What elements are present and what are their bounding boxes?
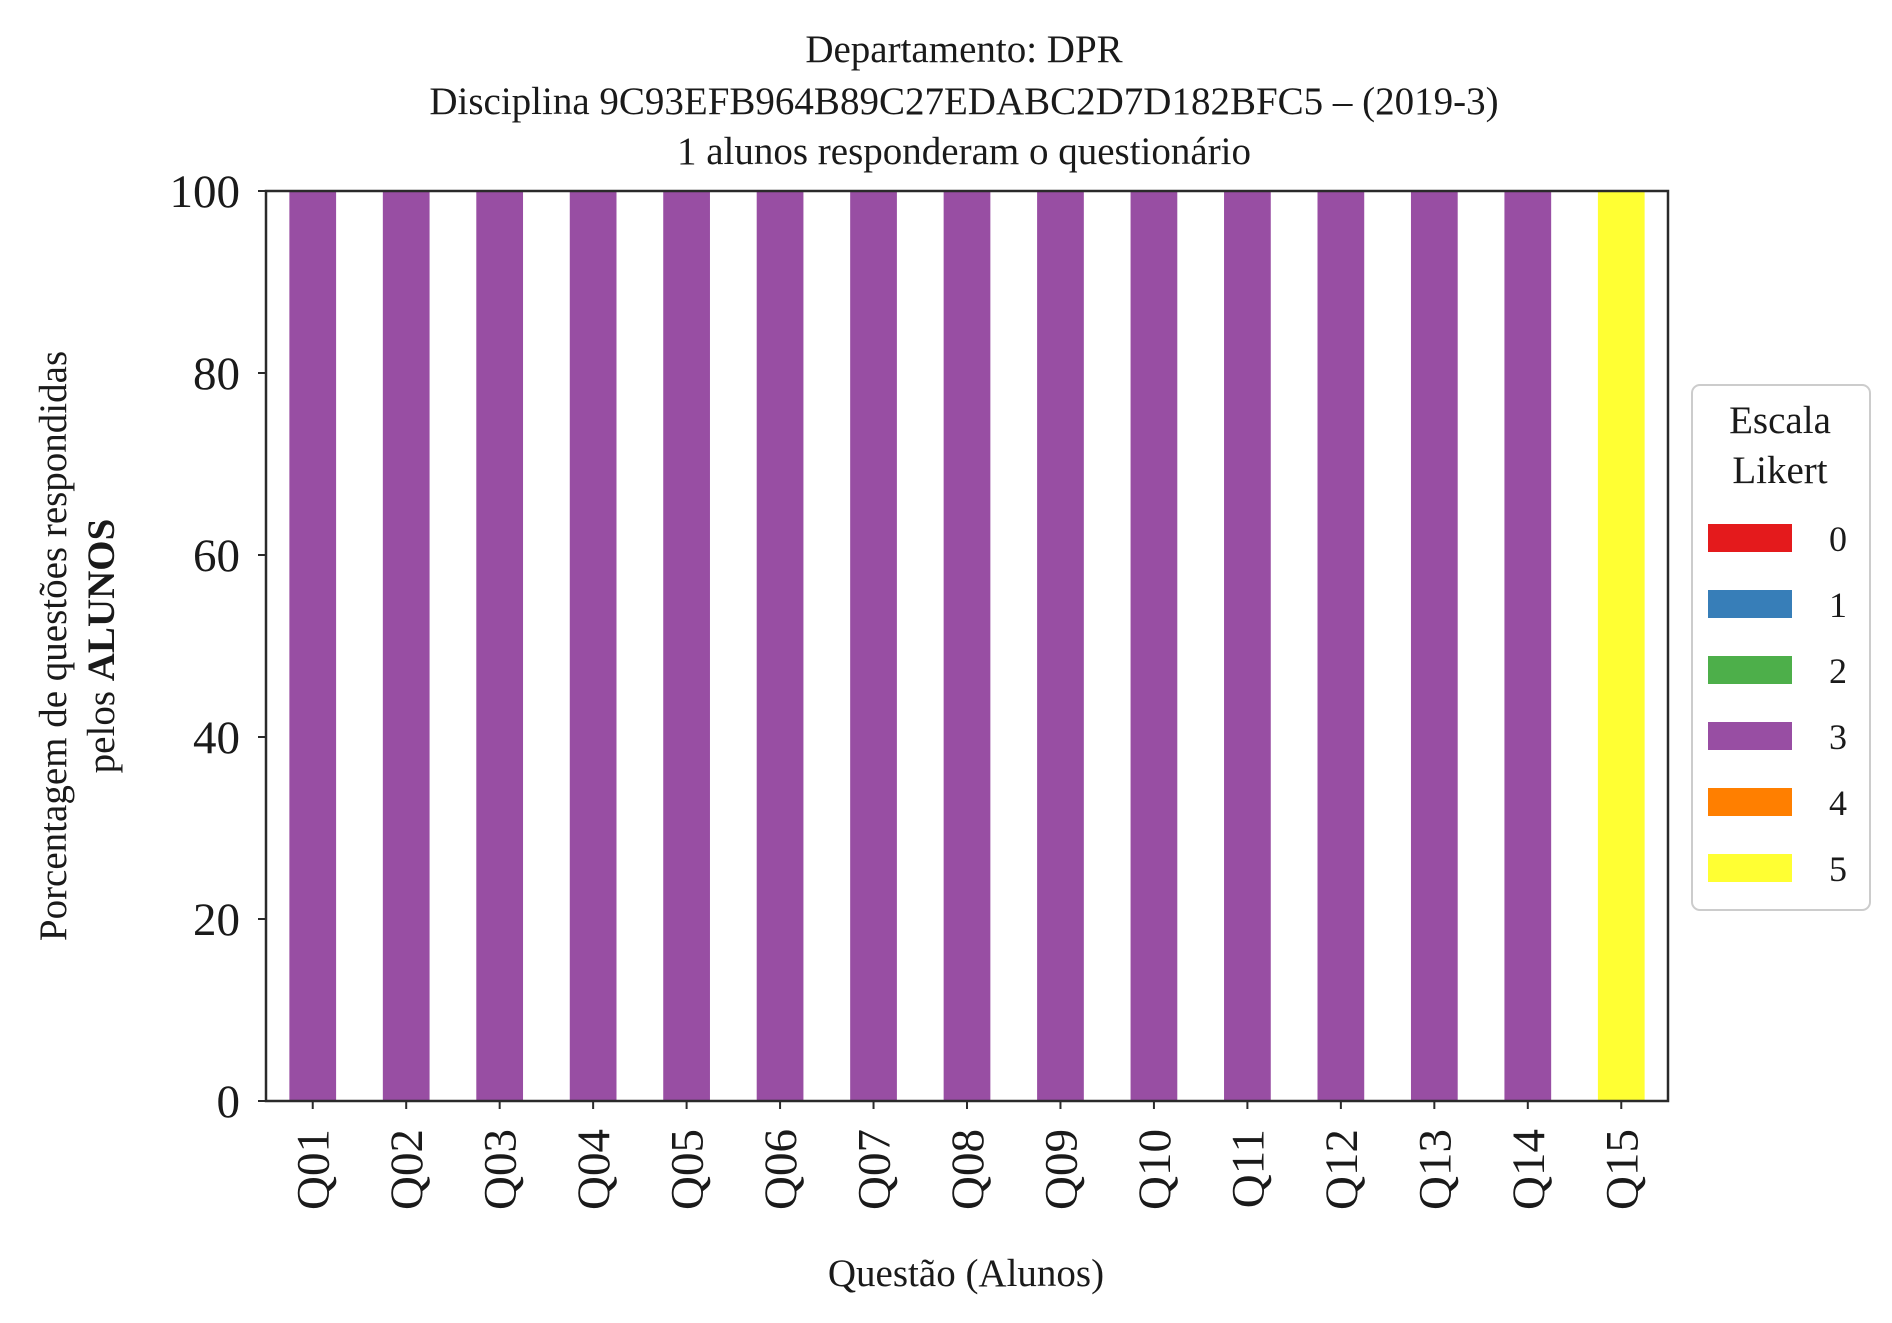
x-tick-label-q08: Q08 bbox=[942, 1129, 994, 1210]
x-tick-label-q14: Q14 bbox=[1503, 1129, 1555, 1210]
legend-label-1: 1 bbox=[1829, 585, 1847, 625]
legend-label-3: 3 bbox=[1829, 717, 1847, 757]
bar-q08-scale-3 bbox=[943, 191, 991, 1101]
bar-q06-scale-3 bbox=[756, 191, 804, 1101]
legend-title-line-2: Likert bbox=[1732, 449, 1827, 492]
legend-label-4: 4 bbox=[1829, 783, 1847, 823]
chart-title-line-1: Departamento: DPR bbox=[805, 28, 1122, 71]
legend-swatch-4 bbox=[1708, 788, 1792, 816]
x-tick-label-q03: Q03 bbox=[475, 1129, 527, 1210]
bar-q10-scale-3 bbox=[1130, 191, 1178, 1101]
y-tick-label: 20 bbox=[193, 894, 240, 946]
plot-frame bbox=[264, 189, 1670, 1103]
x-tick-label-q07: Q07 bbox=[849, 1129, 901, 1210]
bar-q12-scale-3 bbox=[1317, 191, 1365, 1101]
y-tick-label: 40 bbox=[193, 712, 240, 764]
bar-q07-scale-3 bbox=[850, 191, 897, 1101]
y-tick-label: 100 bbox=[170, 166, 241, 218]
x-tick-label-q09: Q09 bbox=[1035, 1129, 1087, 1210]
bar-q15-scale-5 bbox=[1597, 191, 1645, 1101]
x-tick-label-q02: Q02 bbox=[381, 1129, 433, 1210]
legend-label-0: 0 bbox=[1829, 519, 1847, 559]
legend-label-5: 5 bbox=[1829, 849, 1847, 889]
bar-q14-scale-3 bbox=[1504, 191, 1552, 1101]
legend-frame bbox=[1691, 384, 1871, 911]
bar-q03-scale-3 bbox=[476, 191, 524, 1101]
y-tick-label: 80 bbox=[193, 348, 240, 400]
x-axis-label: Questão (Alunos) bbox=[828, 1252, 1104, 1295]
x-tick-label-q15: Q15 bbox=[1596, 1129, 1648, 1210]
bar-series-group bbox=[289, 191, 1645, 1101]
x-tick-label-q04: Q04 bbox=[568, 1129, 620, 1210]
legend-items: 0 1 2 3 4 5 bbox=[1708, 519, 1847, 889]
x-tick-label-q13: Q13 bbox=[1409, 1129, 1461, 1210]
legend-swatch-2 bbox=[1708, 656, 1792, 684]
x-tick-label-q11: Q11 bbox=[1222, 1129, 1274, 1208]
chart-title-line-3: 1 alunos responderam o questionário bbox=[677, 130, 1251, 173]
x-axis: Q01 Q02 Q03 Q04 Q05 Q06 Q07 Q08 Q09 Q10 Q11 Q12 Q13 Q… bbox=[288, 1101, 1648, 1210]
legend-label-2: 2 bbox=[1829, 651, 1847, 691]
y-axis-label-line-1: Porcentagem de questões respondidas bbox=[32, 351, 75, 941]
legend-swatch-1 bbox=[1708, 590, 1792, 618]
y-axis-label-prefix: pelos bbox=[80, 681, 123, 773]
y-axis-label-line-2: pelos ALUNOS bbox=[80, 519, 123, 774]
legend-swatch-3 bbox=[1708, 722, 1792, 750]
x-tick-label-q01: Q01 bbox=[288, 1129, 340, 1210]
y-tick-label: 0 bbox=[217, 1076, 241, 1128]
x-tick-label-q10: Q10 bbox=[1129, 1129, 1181, 1210]
bar-q09-scale-3 bbox=[1037, 191, 1084, 1101]
bar-q05-scale-3 bbox=[663, 191, 710, 1101]
x-tick-label-q12: Q12 bbox=[1316, 1129, 1368, 1210]
x-tick-label-q06: Q06 bbox=[755, 1129, 807, 1210]
legend: Escala Likert 0 1 2 3 4 5 bbox=[1691, 384, 1871, 911]
y-axis: 0 20 40 60 80 100 bbox=[170, 166, 266, 1128]
chart-title: Departamento: DPR Disciplina 9C93EFB964B… bbox=[429, 28, 1498, 173]
bar-q04-scale-3 bbox=[569, 191, 617, 1101]
bar-q01-scale-3 bbox=[289, 191, 337, 1101]
y-axis-label: Porcentagem de questões respondidas pelo… bbox=[32, 351, 123, 941]
bar-q11-scale-3 bbox=[1224, 191, 1271, 1101]
legend-swatch-0 bbox=[1708, 524, 1792, 552]
x-tick-label-q05: Q05 bbox=[662, 1129, 714, 1210]
chart-title-line-2: Disciplina 9C93EFB964B89C27EDABC2D7D182B… bbox=[429, 80, 1498, 123]
legend-title-line-1: Escala bbox=[1729, 399, 1831, 442]
bar-q02-scale-3 bbox=[382, 191, 430, 1101]
y-axis-label-bold: ALUNOS bbox=[80, 519, 123, 682]
legend-swatch-5 bbox=[1708, 854, 1792, 882]
bar-q13-scale-3 bbox=[1410, 191, 1458, 1101]
y-tick-label: 60 bbox=[193, 530, 240, 582]
